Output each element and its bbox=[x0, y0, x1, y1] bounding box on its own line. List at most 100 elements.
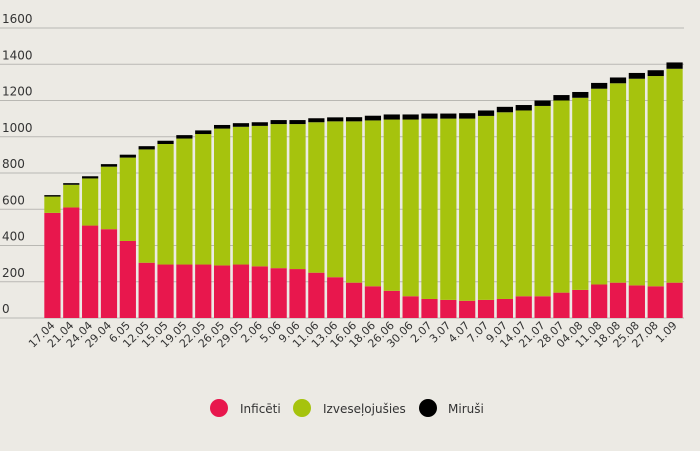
bar-segment bbox=[364, 286, 382, 318]
bar-segment bbox=[421, 118, 438, 299]
bar-segment bbox=[572, 97, 589, 290]
bar-segment bbox=[515, 296, 532, 318]
bar-segment bbox=[628, 72, 645, 79]
bar-segment bbox=[138, 149, 155, 263]
bar-segment bbox=[402, 114, 419, 120]
bar-segment bbox=[44, 195, 61, 197]
y-tick-label: 200 bbox=[2, 266, 25, 280]
bar-segment bbox=[553, 100, 570, 293]
bar-segment bbox=[345, 282, 363, 318]
bar-segment bbox=[459, 113, 476, 119]
bar-segment bbox=[63, 184, 80, 208]
bar-segment bbox=[214, 265, 231, 318]
bar-segment bbox=[591, 88, 608, 285]
bar-segment bbox=[609, 282, 627, 318]
bar-segment bbox=[176, 135, 193, 139]
bar-segment bbox=[63, 183, 80, 185]
bar-segment bbox=[402, 119, 419, 297]
bar-segment bbox=[383, 119, 400, 291]
bar-segment bbox=[119, 154, 136, 158]
bar-segment bbox=[534, 105, 551, 297]
bar-segment bbox=[477, 115, 495, 300]
bar-segment bbox=[289, 269, 306, 318]
x-axis-tick-labels: 17.0421.0424.0429.046.0512.0515.0519.052… bbox=[26, 319, 680, 350]
bar-segment bbox=[100, 166, 118, 230]
y-tick-label: 0 bbox=[2, 302, 10, 316]
bar-segment bbox=[515, 105, 532, 111]
legend: Inficēti Izveseļojušies Miruši bbox=[210, 399, 484, 417]
bar-segment bbox=[666, 62, 683, 69]
bar-segment bbox=[82, 178, 99, 226]
y-tick-label: 600 bbox=[2, 193, 25, 207]
bar-segment bbox=[402, 296, 419, 318]
legend-swatch bbox=[419, 399, 437, 417]
bar-segment bbox=[647, 286, 664, 318]
bar-segment bbox=[591, 284, 608, 318]
bar-segment bbox=[44, 212, 61, 319]
y-tick-label: 400 bbox=[2, 230, 25, 244]
bar-segment bbox=[82, 176, 99, 179]
bar-segment bbox=[289, 120, 306, 125]
bar-segment bbox=[44, 196, 61, 213]
bar-segment bbox=[289, 124, 306, 270]
bar-segment bbox=[477, 110, 495, 116]
bar-segment bbox=[176, 138, 193, 265]
bar-segment bbox=[270, 124, 287, 269]
bar-segment bbox=[477, 299, 495, 319]
bar-segment bbox=[195, 264, 212, 318]
bar-segment bbox=[251, 266, 268, 318]
bar-segment bbox=[553, 95, 570, 101]
bar-segment bbox=[100, 164, 118, 167]
bar-segment bbox=[308, 272, 325, 318]
bar-segment bbox=[496, 112, 513, 299]
bar-segment bbox=[119, 240, 136, 318]
bar-segment bbox=[119, 157, 136, 241]
bar-segment bbox=[270, 268, 287, 318]
y-tick-label: 1000 bbox=[2, 121, 33, 135]
y-tick-label: 1200 bbox=[2, 85, 33, 99]
bar-segment bbox=[628, 285, 645, 319]
bar-segment bbox=[232, 264, 250, 318]
bar-segment bbox=[628, 78, 645, 286]
bar-segment bbox=[157, 264, 174, 318]
legend-label: Inficēti bbox=[240, 402, 281, 416]
x-tick-label: 1.09 bbox=[653, 319, 680, 346]
bar-segment bbox=[383, 290, 400, 318]
bar-segment bbox=[591, 82, 608, 89]
bar-segment bbox=[440, 113, 457, 119]
bar-segment bbox=[666, 282, 683, 318]
bar-segment bbox=[534, 100, 551, 106]
bar-segment bbox=[553, 292, 570, 319]
bar-segment bbox=[345, 117, 363, 122]
bar-segment bbox=[496, 298, 513, 318]
bar-segment bbox=[308, 122, 325, 273]
bar-segment bbox=[609, 77, 627, 84]
bar-segment bbox=[138, 146, 155, 150]
bar-segment bbox=[251, 122, 268, 126]
bar-segment bbox=[63, 207, 80, 318]
bar-segment bbox=[308, 118, 325, 123]
bar-segment bbox=[232, 123, 250, 127]
bar-segment bbox=[459, 118, 476, 301]
legend-label: Miruši bbox=[448, 402, 484, 416]
bar-segment bbox=[157, 140, 174, 144]
bar-segment bbox=[496, 106, 513, 113]
bars-layer bbox=[44, 62, 683, 319]
bar-segment bbox=[195, 134, 212, 265]
bar-segment bbox=[609, 83, 627, 283]
bar-segment bbox=[214, 124, 231, 129]
bar-segment bbox=[327, 277, 344, 318]
legend-swatch bbox=[293, 399, 311, 417]
bar-segment bbox=[383, 114, 400, 120]
bar-segment bbox=[157, 144, 174, 265]
bar-segment bbox=[270, 120, 287, 125]
bar-segment bbox=[364, 115, 382, 121]
bar-segment bbox=[214, 128, 231, 266]
bar-segment bbox=[647, 76, 664, 287]
y-tick-label: 1400 bbox=[2, 48, 33, 62]
bar-segment bbox=[138, 262, 155, 318]
bar-segment bbox=[440, 299, 457, 319]
bar-segment bbox=[251, 125, 268, 267]
bar-segment bbox=[176, 264, 193, 318]
